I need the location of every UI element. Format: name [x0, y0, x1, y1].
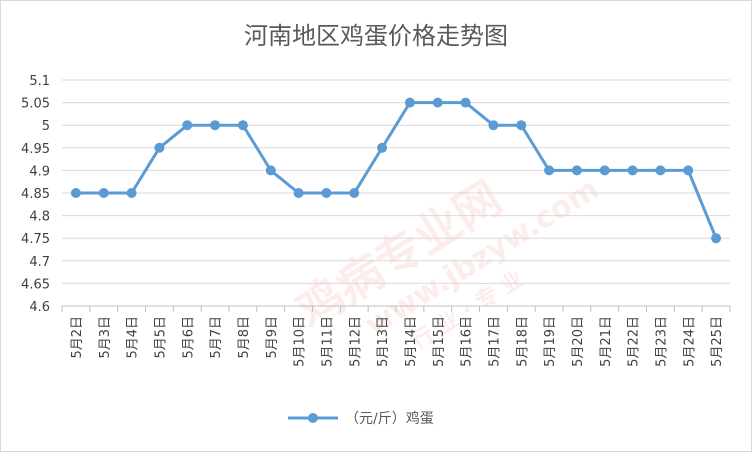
chart-title: 河南地区鸡蛋价格走势图	[244, 22, 508, 50]
data-point	[516, 120, 527, 131]
data-point	[210, 120, 221, 131]
data-point	[182, 120, 193, 131]
y-axis: 4.6 4.65 4.7 4.75 4.8 4.85 4.9 4.95 5 5.05 5.1	[21, 74, 50, 315]
x-tick-label: 5月22日	[627, 316, 642, 367]
x-tick-label: 5月4日	[126, 316, 141, 359]
data-point	[571, 165, 582, 176]
data-point	[460, 97, 471, 108]
x-tick-label: 5月17日	[487, 316, 502, 367]
x-tick-label: 5月21日	[599, 316, 614, 367]
data-point	[237, 120, 248, 131]
x-tick-label: 5月8日	[237, 316, 252, 359]
data-point	[126, 188, 137, 198]
legend-label: （元/斤）鸡蛋	[345, 410, 434, 427]
data-point	[488, 120, 499, 131]
y-tick-label: 4.75	[21, 232, 50, 247]
y-tick-label: 5	[42, 119, 50, 134]
y-tick-label: 5.05	[21, 97, 50, 112]
data-point	[711, 233, 722, 244]
x-tick-label: 5月14日	[404, 316, 419, 367]
y-tick-label: 4.85	[21, 187, 50, 202]
x-tick-label: 5月10日	[293, 316, 308, 367]
x-tick-label: 5月6日	[181, 316, 196, 359]
data-point	[377, 142, 388, 153]
data-point	[265, 165, 276, 176]
x-tick-label: 5月5日	[153, 316, 168, 359]
x-tick-label: 5月19日	[543, 316, 558, 367]
data-point	[627, 165, 638, 176]
x-tick-label: 5月23日	[654, 316, 669, 367]
data-point	[293, 188, 304, 198]
data-point	[70, 188, 81, 198]
y-tick-label: 4.9	[29, 164, 50, 179]
data-point	[432, 97, 443, 108]
y-tick-label: 4.95	[21, 142, 50, 157]
x-axis: 5月2日 5月3日 5月4日 5月5日 5月6日 5月7日 5月8日 5月9日 5月10日 5月1…	[61, 305, 731, 367]
x-tick-label: 5月13日	[376, 316, 391, 367]
x-tick-label: 5月7日	[209, 316, 224, 359]
legend-marker	[308, 413, 318, 423]
legend: （元/斤）鸡蛋	[288, 410, 434, 427]
data-point	[98, 188, 109, 198]
y-tick-label: 4.6	[29, 300, 50, 315]
data-point	[683, 165, 694, 176]
data-point	[321, 188, 332, 198]
y-tick-label: 5.1	[29, 74, 50, 89]
data-point	[404, 97, 415, 108]
x-tick-label: 5月11日	[320, 316, 335, 367]
x-tick-label: 5月16日	[460, 316, 475, 367]
series-group	[70, 97, 722, 244]
x-tick-label: 5月12日	[348, 316, 363, 367]
data-point	[655, 165, 666, 176]
x-tick-label: 5月20日	[571, 316, 586, 367]
x-tick-label: 5月18日	[515, 316, 530, 367]
y-tick-label: 4.65	[21, 277, 50, 292]
y-tick-label: 4.8	[29, 210, 50, 225]
x-tick-label: 5月15日	[432, 316, 447, 367]
data-point	[599, 165, 610, 176]
data-point	[349, 188, 360, 198]
x-tick-label: 5月3日	[98, 316, 113, 359]
data-point	[544, 165, 555, 176]
x-tick-label: 5月24日	[682, 316, 697, 367]
data-point	[154, 142, 165, 153]
x-tick-label: 5月2日	[70, 316, 85, 359]
x-tick-label: 5月25日	[710, 316, 725, 367]
x-tick-label: 5月9日	[265, 316, 280, 359]
y-tick-label: 4.7	[29, 255, 50, 270]
